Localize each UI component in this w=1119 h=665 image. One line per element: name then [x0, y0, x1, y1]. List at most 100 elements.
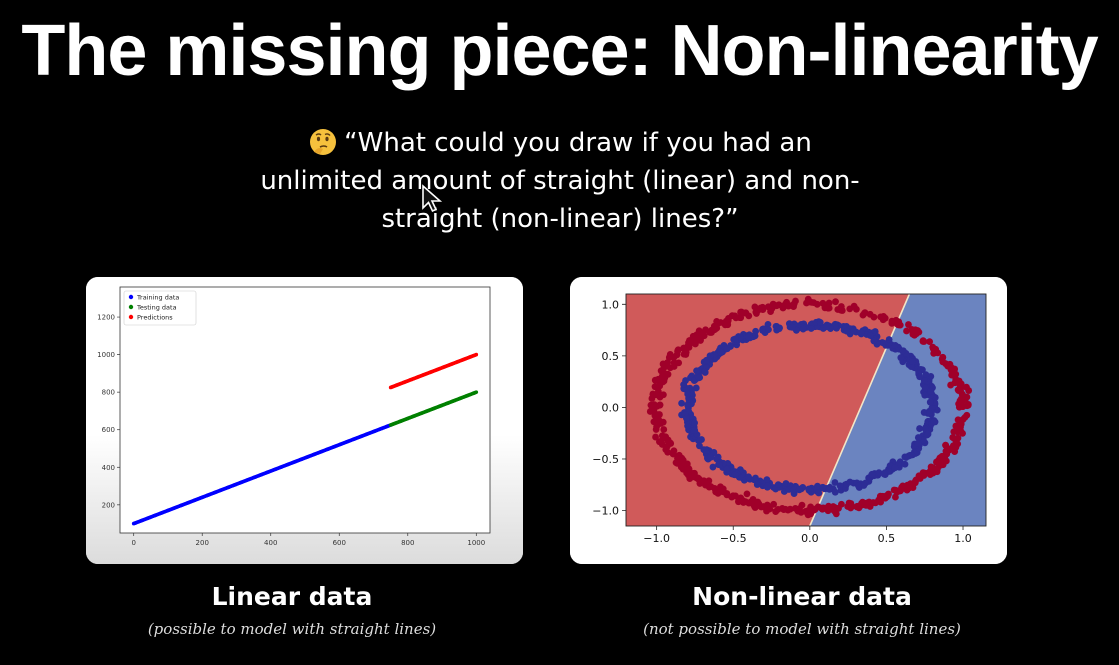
data-point — [753, 310, 760, 317]
data-point — [920, 472, 928, 479]
legend-marker — [128, 314, 134, 320]
data-point — [737, 314, 745, 322]
data-point — [930, 418, 938, 425]
nonlinear-chart-panel: −1.0 −0.5 0.0 0.5 1.0 −1.0 −0.5 0.0 0.5 1.0 — [570, 277, 1007, 564]
y-tick-label: 0.0 — [602, 401, 620, 414]
data-point — [648, 395, 656, 402]
data-point — [691, 419, 698, 427]
data-point — [731, 471, 739, 479]
data-point — [474, 352, 479, 357]
data-point — [752, 327, 760, 335]
data-point — [853, 503, 861, 511]
data-point — [921, 384, 929, 392]
data-point — [680, 350, 688, 358]
series-testing-data — [388, 390, 479, 427]
data-point — [816, 319, 824, 326]
data-point — [948, 371, 956, 379]
data-point — [692, 384, 700, 392]
data-point — [926, 338, 934, 346]
data-point — [921, 391, 929, 399]
legend-entry: Predictions — [137, 314, 173, 322]
data-point — [831, 479, 839, 486]
data-point — [941, 454, 949, 462]
y-tick-label: 1200 — [97, 314, 115, 322]
data-point — [922, 371, 930, 379]
y-tick-label: 0.5 — [602, 350, 620, 363]
data-point — [723, 491, 731, 499]
data-point — [660, 433, 668, 441]
data-point — [850, 302, 858, 310]
data-point — [660, 373, 668, 381]
data-point — [656, 401, 664, 409]
data-point — [779, 302, 787, 310]
data-point — [832, 298, 839, 306]
data-point — [651, 376, 659, 384]
legend-marker — [128, 304, 134, 310]
data-point — [790, 486, 798, 494]
data-point — [703, 356, 710, 364]
data-point — [653, 423, 661, 430]
data-point — [926, 398, 934, 406]
data-point — [875, 497, 883, 505]
data-point — [955, 403, 963, 411]
data-point — [846, 478, 854, 486]
data-point — [891, 464, 899, 472]
data-point — [792, 297, 799, 305]
data-point — [903, 327, 910, 335]
data-point — [952, 443, 960, 451]
data-point — [916, 425, 923, 432]
data-point — [825, 502, 832, 510]
data-point — [920, 338, 928, 345]
data-point — [729, 492, 737, 500]
data-point — [926, 469, 934, 477]
data-point — [831, 488, 839, 496]
data-point — [867, 501, 874, 508]
legend-marker — [128, 294, 134, 300]
data-point — [652, 391, 660, 399]
data-point — [745, 473, 752, 481]
data-point — [684, 401, 692, 409]
data-point — [956, 383, 964, 391]
data-point — [774, 481, 782, 488]
data-point — [883, 492, 891, 499]
data-point — [731, 335, 739, 343]
data-point — [927, 387, 934, 395]
data-point — [891, 342, 899, 349]
data-point — [701, 368, 709, 375]
data-point — [836, 482, 844, 490]
data-point — [717, 348, 725, 356]
y-tick-label: −1.0 — [592, 505, 619, 518]
data-point — [855, 482, 862, 490]
y-tick-label: 600 — [102, 426, 115, 434]
data-point — [929, 345, 937, 353]
data-point — [901, 460, 909, 468]
slide-title: The missing piece: Non-linearity — [21, 11, 1098, 91]
inner-circle-points — [678, 318, 941, 497]
y-tick-label: −0.5 — [592, 453, 619, 466]
data-point — [803, 299, 810, 307]
data-point — [866, 332, 874, 339]
data-point — [914, 439, 922, 447]
data-point — [860, 310, 868, 317]
data-point — [870, 313, 878, 321]
data-point — [935, 456, 943, 464]
data-point — [958, 398, 966, 406]
data-point — [905, 321, 912, 328]
data-point — [825, 299, 833, 307]
x-tick-label: 1000 — [467, 539, 485, 547]
thinking-face-icon — [310, 129, 337, 155]
data-point — [696, 442, 703, 450]
data-point — [695, 474, 703, 482]
legend-box — [123, 290, 197, 326]
data-point — [751, 303, 759, 311]
data-point — [656, 438, 663, 446]
data-point — [807, 325, 815, 332]
data-point — [915, 472, 923, 480]
series-predictions — [388, 352, 479, 390]
data-point — [795, 486, 803, 494]
plot-content — [626, 294, 986, 526]
y-tick-label: 800 — [102, 389, 115, 397]
outer-circle-points — [646, 295, 973, 519]
data-point — [843, 327, 851, 335]
quote-line-3: straight (non-linear) lines?” — [381, 204, 739, 234]
